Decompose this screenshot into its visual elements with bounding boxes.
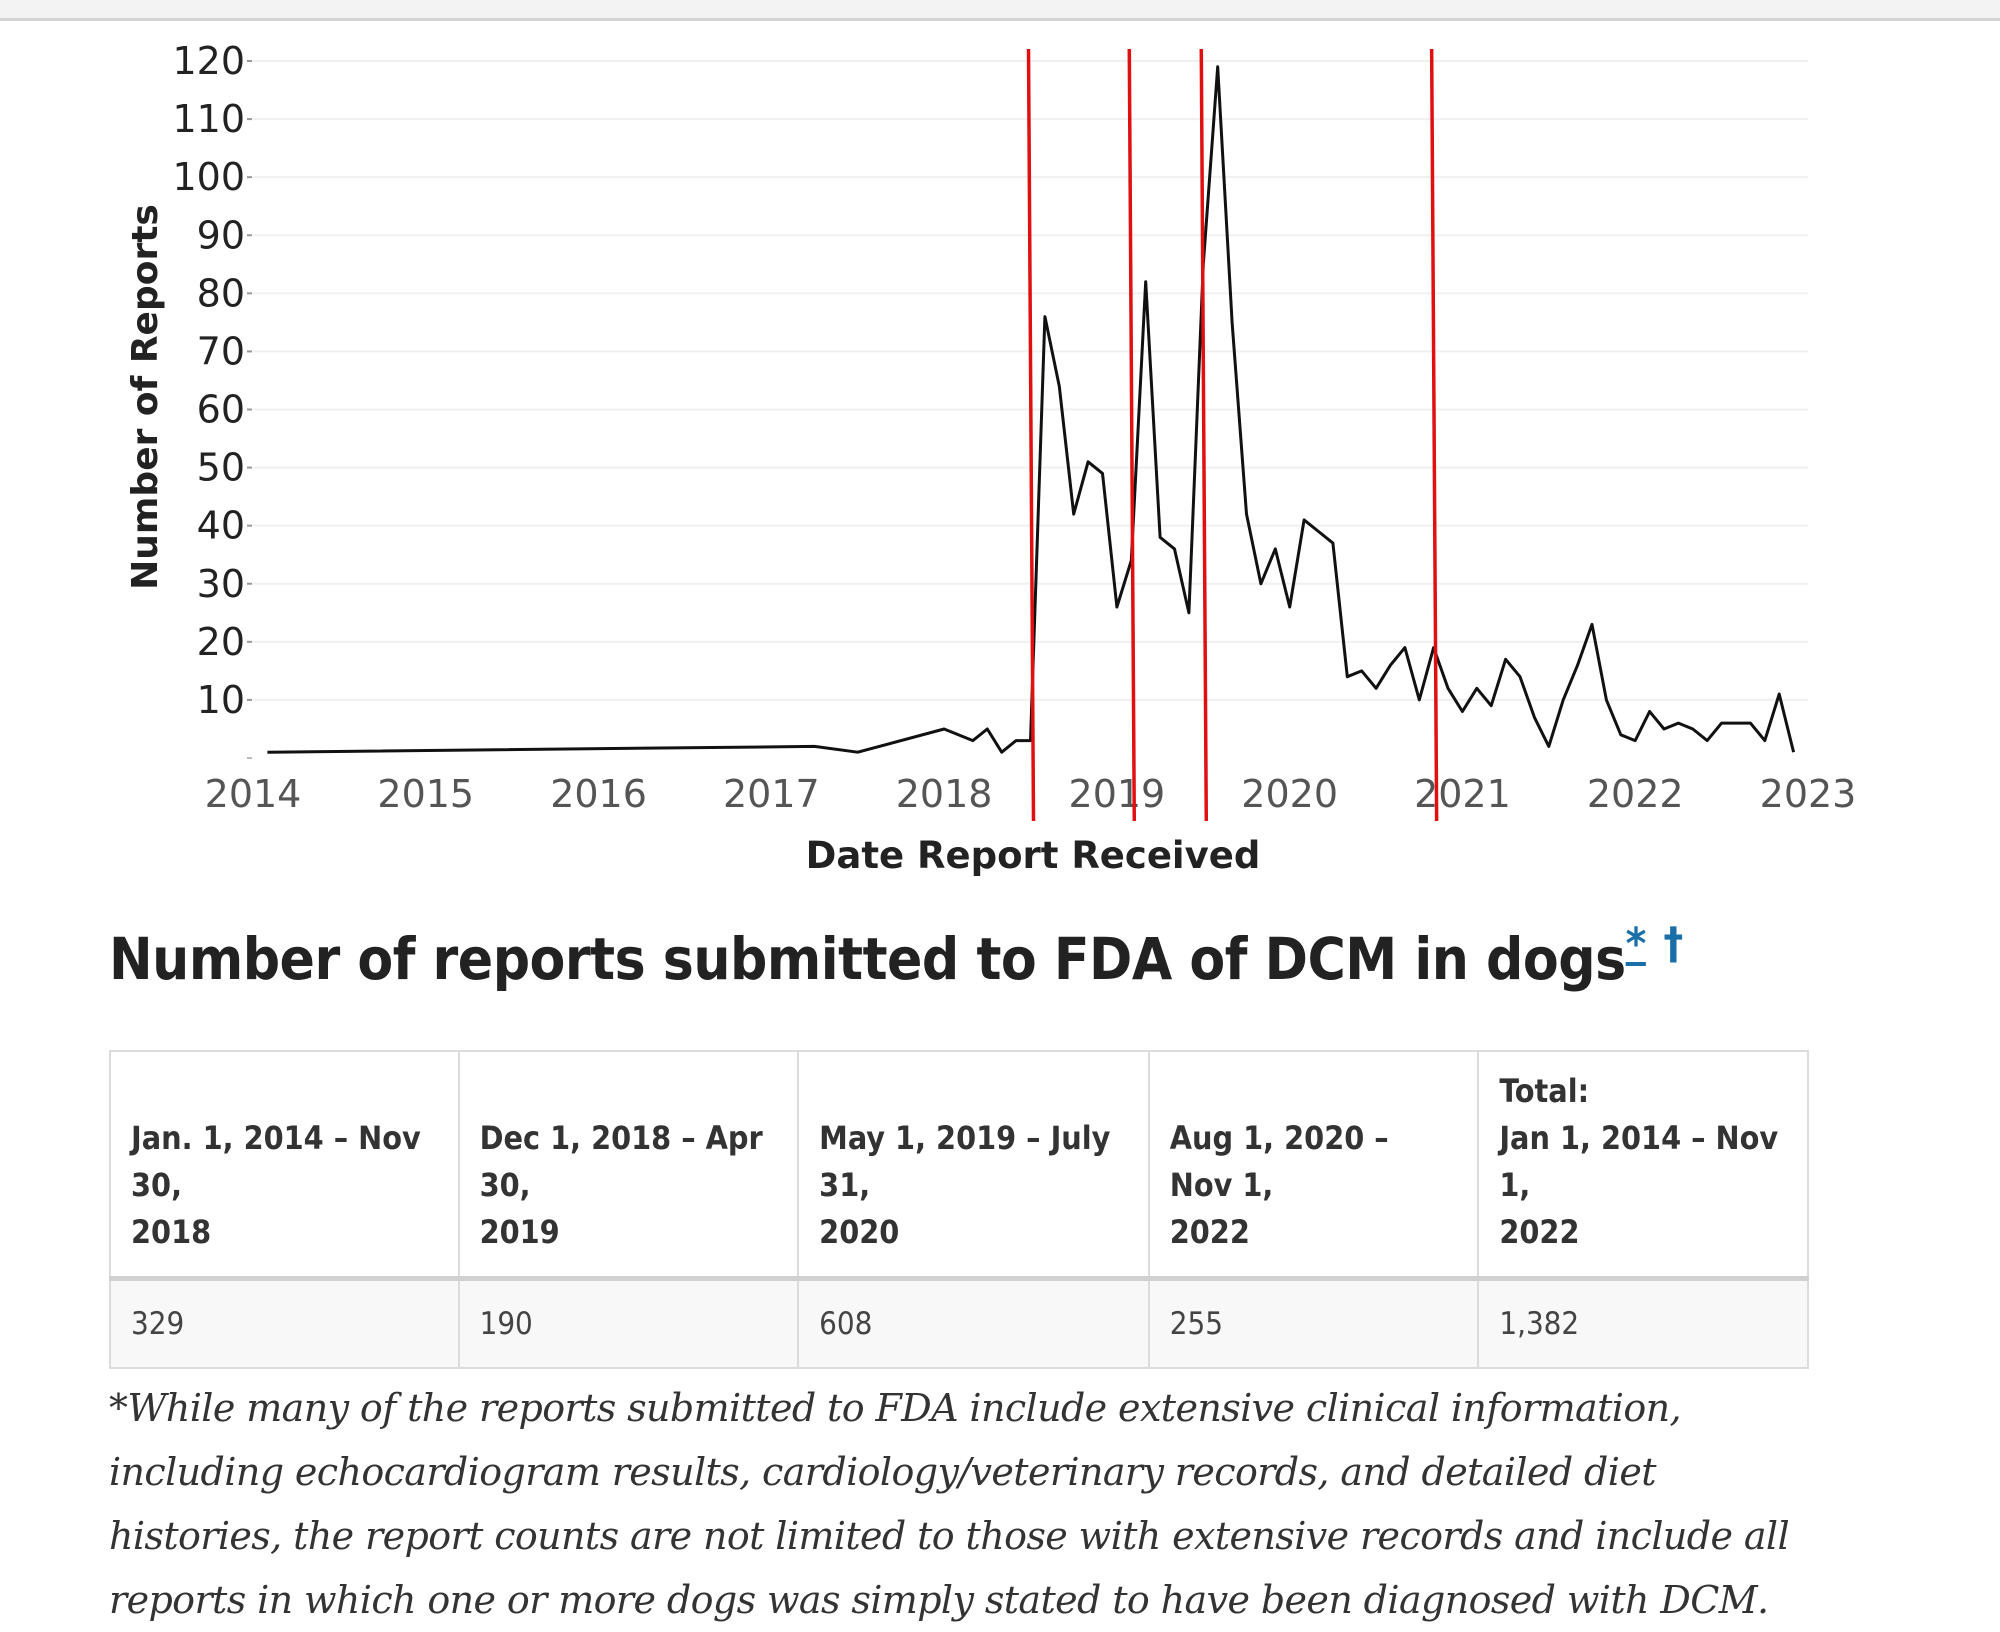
browser-top-bar xyxy=(0,0,2000,21)
series-line xyxy=(267,65,1796,754)
x-tick-label: 2019 xyxy=(1069,772,1166,816)
reference-line xyxy=(1127,48,1137,822)
y-tick-label: 70 xyxy=(197,329,245,373)
y-tick-label: 110 xyxy=(172,97,245,141)
x-tick-label: 2017 xyxy=(723,772,820,816)
x-tick-label: 2018 xyxy=(896,772,993,816)
y-tick-label: 10 xyxy=(197,678,245,722)
y-axis-ticks: 10 20 30 40 50 60 70 80 90 100 110 120 xyxy=(172,39,252,759)
x-tick-label: 2023 xyxy=(1760,772,1857,816)
table-cell-total: 1,382 xyxy=(1477,1277,1809,1369)
table-cell: 329 xyxy=(109,1277,460,1369)
reference-line xyxy=(1026,48,1036,822)
y-tick-label: 120 xyxy=(172,39,245,83)
reference-line xyxy=(1429,48,1439,822)
table-cell: 190 xyxy=(457,1277,800,1369)
y-tick-label: 60 xyxy=(197,388,245,432)
footnote-text: *While many of the reports submitted to … xyxy=(109,1386,1790,1622)
footnote-link-asterisk[interactable]: * xyxy=(1625,918,1647,970)
series-layer xyxy=(267,65,1796,754)
reference-line xyxy=(1199,48,1209,822)
y-tick-label: 40 xyxy=(197,504,245,548)
table-heading: Number of reports submitted to FDA of DC… xyxy=(109,922,1683,993)
y-axis-label: Number of Reports xyxy=(125,204,166,590)
column-header: Jan. 1, 2014 – Nov 30, 2018 xyxy=(109,1050,460,1281)
column-header-total: Total: Jan 1, 2014 – Nov 1, 2022 xyxy=(1477,1050,1809,1281)
x-tick-label: 2015 xyxy=(377,772,474,816)
column-header: Dec 1, 2018 – Apr 30, 2019 xyxy=(457,1050,800,1281)
footnote-link-dagger[interactable]: † xyxy=(1663,918,1684,970)
reference-lines xyxy=(1026,48,1439,822)
table-cell: 255 xyxy=(1147,1277,1480,1369)
y-tick-label: 100 xyxy=(172,155,245,199)
y-tick-label: 90 xyxy=(197,213,245,257)
reports-table: Jan. 1, 2014 – Nov 30, 2018 Dec 1, 2018 –… xyxy=(109,1050,1809,1369)
table-header-row: Jan. 1, 2014 – Nov 30, 2018 Dec 1, 2018 –… xyxy=(109,1050,1809,1281)
table-heading-text: Number of reports submitted to FDA of DC… xyxy=(109,925,1626,993)
y-tick-label: 80 xyxy=(197,271,245,315)
column-header: Aug 1, 2020 – Nov 1, 2022 xyxy=(1147,1050,1480,1281)
x-tick-label: 2020 xyxy=(1241,772,1338,816)
x-tick-label: 2021 xyxy=(1414,772,1511,816)
x-axis-ticks: 2014 2015 2016 2017 2018 2019 2020 2021 2022 2023 xyxy=(205,772,1857,816)
y-tick-label: 30 xyxy=(197,562,245,606)
x-axis-label: Date Report Received xyxy=(806,834,1261,877)
y-tick-label: 50 xyxy=(197,446,245,490)
table-cell: 608 xyxy=(797,1277,1150,1369)
x-tick-label: 2022 xyxy=(1587,772,1684,816)
y-tick-label: 20 xyxy=(197,620,245,664)
line-chart: 10 20 30 40 50 60 70 80 90 100 110 120 2014 2015 2016… xyxy=(125,39,1857,877)
x-tick-label: 2014 xyxy=(205,772,302,816)
x-tick-label: 2016 xyxy=(550,772,647,816)
table-row: 329 190 608 255 1,382 xyxy=(109,1277,1809,1369)
column-header: May 1, 2019 – July 31, 2020 xyxy=(797,1050,1150,1281)
